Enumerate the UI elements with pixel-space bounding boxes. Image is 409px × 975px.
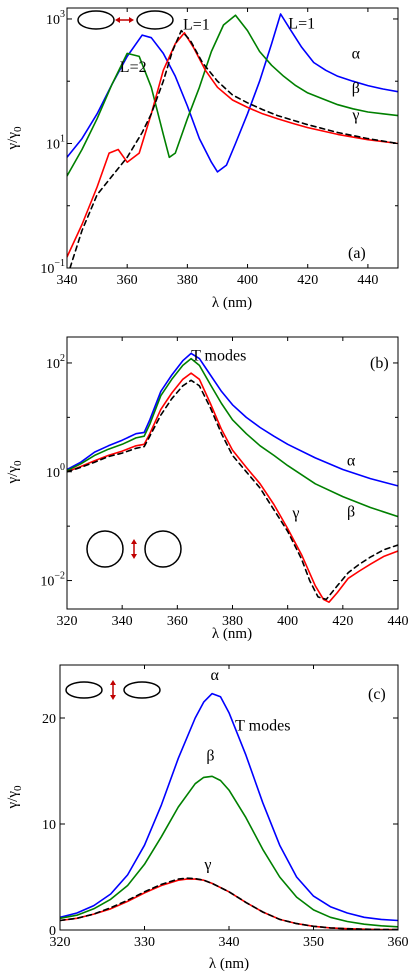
panel-b-series-alpha-line <box>67 352 398 487</box>
panel-b-series-beta-line <box>67 357 398 518</box>
panel-b-annotation: T modes <box>191 348 246 365</box>
panel-c-series-alpha-line <box>60 692 398 922</box>
panel-b-xtick-label: 320 <box>57 614 78 629</box>
panel-c-series-gamma-line <box>60 878 398 930</box>
panel-a-series-gamma-line <box>67 31 398 258</box>
panel-a-xtick-label: 380 <box>177 273 198 288</box>
panel-a-annotation: β <box>352 80 360 97</box>
panel-b-ytick-label: 10−2 <box>40 571 65 590</box>
panel-a-annotation: γ <box>351 107 359 124</box>
panel-b-xtick-label: 380 <box>222 614 243 629</box>
panel-c-ytick-label: 20 <box>42 712 56 727</box>
panel-b-xtick-label: 340 <box>112 614 133 629</box>
panel-b-label: (b) <box>370 355 389 372</box>
panel-b-xtick-label: 400 <box>277 614 298 629</box>
panel-c-xlabel: λ (nm) <box>209 956 249 972</box>
panel-b: 320 340 360 380 400 420 440 10−2 100 102 T modes α… <box>5 336 409 642</box>
panel-c-series-dashed-line <box>60 877 398 930</box>
panel-a-ytick-label: 101 <box>46 133 65 152</box>
panel-b-xtick-label: 360 <box>167 614 188 629</box>
panel-b-frame <box>66 336 399 610</box>
panel-b-ytick-label: 102 <box>46 353 65 372</box>
panel-a-xlabel: λ (nm) <box>212 295 252 311</box>
panel-a-xtick-label: 440 <box>357 273 378 288</box>
panel-a-xtick-label: 400 <box>237 273 258 288</box>
panel-c-xtick-label: 360 <box>388 935 409 950</box>
panel-c-xtick-label: 320 <box>50 935 71 950</box>
panel-b-series-gamma-line <box>67 372 398 604</box>
panel-c-annotation: γ <box>203 857 211 874</box>
panel-a-annotation: L=2 <box>120 59 147 76</box>
panel-a: 340 360 380 400 420 440 10−1 101 103 L=2 L=1 L=1 αβ… <box>5 7 399 311</box>
panel-b-xlabel: λ (nm) <box>212 626 252 642</box>
panel-c: 320 330 340 350 360 0 10 20 α T modes β γ λ (nm) γ… <box>5 664 409 972</box>
panel-b-annotation: β <box>347 504 355 521</box>
panel-b-dimer-icon <box>86 530 182 568</box>
panel-a-frame <box>66 7 399 269</box>
panel-a-xtick-label: 360 <box>117 273 138 288</box>
panel-a-annotation: α <box>352 46 361 63</box>
panel-a-ytick-label: 10−1 <box>40 258 65 277</box>
panel-b-series-dashed-line <box>67 379 398 601</box>
panel-a-annotation: L=1 <box>183 16 210 33</box>
panel-b-ylabel: γ/γ0 <box>5 460 24 484</box>
panel-a-dimer-icon <box>77 10 174 30</box>
panel-b-xtick-label: 420 <box>332 614 353 629</box>
panel-c-xtick-label: 350 <box>303 935 324 950</box>
panel-a-label: (a) <box>348 245 366 262</box>
panel-c-ytick-label: 10 <box>42 818 56 833</box>
panel-c-annotation: α <box>210 667 219 684</box>
panel-a-series-dashed-line <box>69 29 398 268</box>
panel-a-ylabel: γ/γ0 <box>5 126 24 150</box>
panel-c-ytick-label: 0 <box>49 924 56 939</box>
panel-a-annotation: L=1 <box>288 16 315 33</box>
panel-c-label: (c) <box>368 686 386 703</box>
panel-a-xtick-label: 420 <box>297 273 318 288</box>
panel-b-annotation: γ <box>291 505 299 522</box>
panel-c-dimer-icon <box>65 680 161 700</box>
panel-c-annotation: β <box>206 747 214 764</box>
panel-a-xtick-label: 340 <box>57 273 78 288</box>
panel-c-ylabel: γ/γ0 <box>5 785 24 809</box>
panel-b-annotation: α <box>347 453 356 470</box>
panel-a-series-beta-line <box>67 14 398 177</box>
panel-a-series-alpha-line <box>67 13 398 173</box>
panel-c-series-beta-line <box>60 775 398 928</box>
panel-b-xtick-label: 440 <box>388 614 409 629</box>
panel-a-ytick-label: 103 <box>46 9 65 28</box>
panel-c-xtick-label: 330 <box>134 935 155 950</box>
panel-b-ytick-label: 100 <box>46 462 65 481</box>
panel-c-annotation: T modes <box>235 718 290 735</box>
panel-c-xtick-label: 340 <box>219 935 240 950</box>
panel-c-frame <box>59 664 399 931</box>
